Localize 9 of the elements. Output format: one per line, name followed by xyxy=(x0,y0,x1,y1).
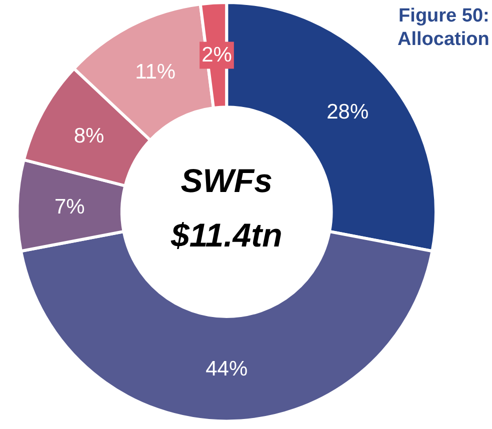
data-label: 11% xyxy=(135,60,176,84)
data-label: 8% xyxy=(74,124,104,148)
text: SWFs xyxy=(180,162,272,199)
data-label: 44% xyxy=(206,357,248,380)
text: $11.4tn xyxy=(170,216,282,254)
text: Figure 50: Allocation xyxy=(398,6,490,50)
data-label: 7% xyxy=(54,195,85,218)
data-label: 2% xyxy=(202,44,232,67)
data-label: 28% xyxy=(326,100,369,124)
